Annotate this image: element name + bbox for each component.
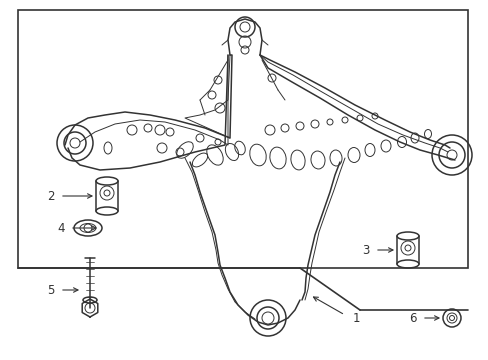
Text: 4: 4 xyxy=(58,221,65,234)
Bar xyxy=(18,10,467,268)
Text: 2: 2 xyxy=(47,189,55,202)
Text: 6: 6 xyxy=(408,311,416,324)
Text: 3: 3 xyxy=(362,243,369,257)
Text: 1: 1 xyxy=(352,311,360,324)
Text: 5: 5 xyxy=(47,284,55,297)
